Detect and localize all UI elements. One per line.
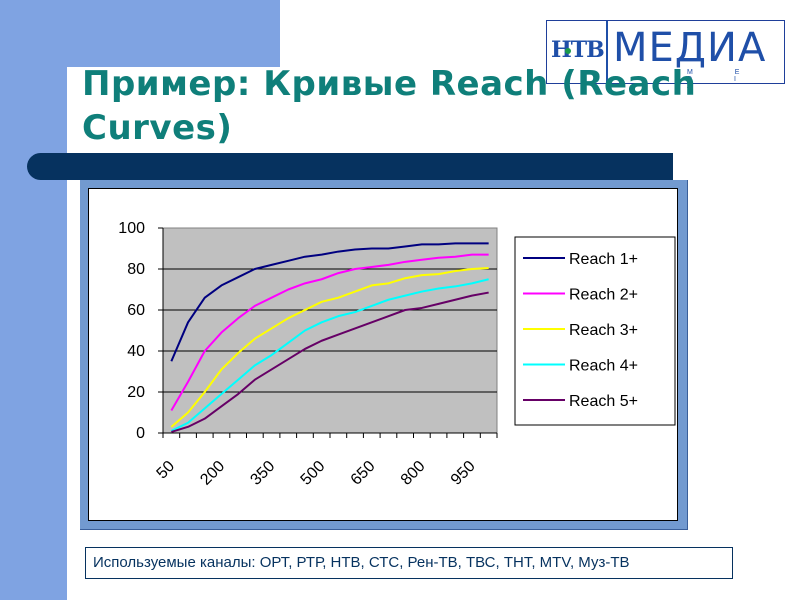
legend-item-label: Reach 1+	[569, 251, 638, 268]
logo-text: МЕДИА	[613, 25, 767, 71]
logo-subtext: M E D I A	[687, 69, 760, 90]
series-line	[170, 278, 489, 432]
panel-corner	[67, 67, 87, 87]
x-tick-label: 800	[398, 458, 429, 489]
chart-frame: 0 20 40 60 80 100 50 200 350 500 650 800 950 Reach 1+…	[80, 180, 688, 530]
series-line	[171, 291, 489, 433]
ntv-mark: НТВ	[551, 37, 605, 63]
left-side-panel	[0, 0, 67, 600]
slide-title: Пример: Кривые Reach (Reach Curves)	[82, 64, 697, 148]
x-tick-label: 50	[154, 458, 179, 483]
reach-curves-chart: 0 20 40 60 80 100 50 200 350 500 650 800 950 Reach 1+…	[118, 220, 676, 489]
plot-area	[162, 227, 498, 434]
legend-item-label: Reach 4+	[569, 358, 638, 375]
channels-footnote: Используемые каналы: ОРТ, РТР, НТВ, СТС,…	[85, 547, 733, 579]
legend-item-label: Reach 5+	[569, 393, 638, 410]
x-tick-label: 350	[247, 458, 278, 489]
x-tick-label: 200	[197, 458, 228, 489]
chart-area: 0 20 40 60 80 100 50 200 350 500 650 800 950 Reach 1+…	[88, 188, 678, 521]
y-tick-label: 20	[127, 384, 145, 401]
logo-divider	[606, 21, 608, 83]
ntv-dot-icon	[565, 48, 571, 54]
series-line	[170, 266, 489, 428]
x-tick-label: 950	[448, 458, 479, 489]
series-line	[170, 242, 489, 362]
series-line	[170, 253, 489, 411]
legend-item-label: Reach 2+	[569, 287, 638, 304]
header-bar	[27, 153, 673, 180]
y-tick-label: 40	[127, 343, 145, 360]
y-tick-label: 80	[127, 261, 145, 278]
legend-item-label: Reach 3+	[569, 322, 638, 339]
top-side-panel	[0, 0, 280, 67]
x-tick-label: 650	[348, 458, 379, 489]
chart-legend	[514, 236, 676, 426]
y-tick-label: 100	[118, 220, 145, 237]
ntv-media-logo: НТВ МЕДИА M E D I A	[546, 20, 785, 90]
y-tick-label: 0	[136, 425, 145, 442]
y-tick-label: 60	[127, 302, 145, 319]
x-tick-label: 500	[298, 458, 329, 489]
